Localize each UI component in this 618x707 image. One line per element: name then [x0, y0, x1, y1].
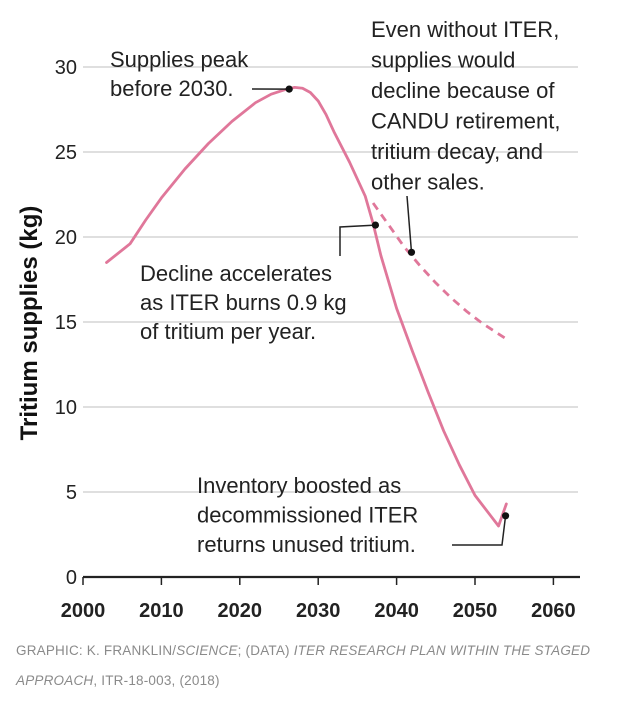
annotation-line: decline because of	[371, 78, 555, 103]
annotation-marker	[371, 221, 380, 229]
annotation-marker	[501, 512, 510, 520]
x-axis-ticks: 2000 2010 2020 2030 2040 2050 2060	[61, 577, 576, 622]
annotation-line: Decline accelerates	[140, 261, 332, 286]
x-tick-label: 2060	[531, 600, 576, 622]
y-tick-label: 0	[66, 567, 77, 589]
series-without-iter-line	[371, 202, 508, 341]
annotation-text: Decline accelerates as ITER burns 0.9 kg o…	[140, 261, 347, 344]
leader-line	[452, 515, 507, 546]
annotation-without: Even without ITER, supplies would decline …	[371, 17, 560, 256]
credit-mid: ; (DATA)	[237, 643, 294, 658]
credit-suffix: , ITR-18-003, (2018)	[93, 673, 220, 688]
x-tick-label: 2050	[453, 600, 498, 622]
annotation-decline: Decline accelerates as ITER burns 0.9 kg o…	[140, 221, 380, 344]
credit-publication: SCIENCE	[176, 643, 238, 658]
leader-line	[406, 195, 413, 253]
credit-prefix: GRAPHIC: K. FRANKLIN/	[16, 643, 177, 658]
annotation-line: of tritium per year.	[140, 319, 316, 344]
annotation-line: other sales.	[371, 170, 485, 195]
annotation-line: returns unused tritium.	[197, 532, 416, 557]
series-with-iter-line	[105, 86, 508, 528]
annotation-line: Inventory boosted as	[197, 473, 401, 498]
annotation-text: Inventory boosted as decommissioned ITER r…	[197, 473, 418, 557]
x-tick-label: 2030	[296, 600, 341, 622]
x-tick-label: 2040	[374, 600, 419, 622]
y-axis-ticks: 0 5 10 15 20 25 30	[55, 57, 77, 589]
y-tick-label: 20	[55, 227, 77, 249]
annotation-line: decommissioned ITER	[197, 503, 418, 528]
annotations: Supplies peak before 2030. Even without IT…	[110, 17, 560, 557]
y-tick-label: 30	[55, 57, 77, 79]
leader-line	[339, 224, 376, 256]
annotation-line: tritium decay, and	[371, 139, 543, 164]
source-credit: GRAPHIC: K. FRANKLIN/SCIENCE; (DATA) ITE…	[16, 636, 606, 696]
annotation-text: Even without ITER, supplies would decline …	[371, 17, 560, 195]
credit-report: ITER RESEARCH PLAN WITHIN THE STAGED APP…	[16, 643, 591, 688]
annotation-peak: Supplies peak before 2030.	[110, 47, 293, 101]
annotation-marker	[407, 248, 416, 256]
data-series	[105, 86, 508, 528]
x-tick-label: 2000	[61, 600, 106, 622]
annotation-line: Supplies peak	[110, 47, 249, 72]
y-tick-label: 5	[66, 482, 77, 504]
y-tick-label: 25	[55, 142, 77, 164]
y-axis-label: Tritium supplies (kg)	[16, 206, 43, 441]
annotation-text: Supplies peak before 2030.	[110, 47, 249, 101]
x-tick-label: 2010	[139, 600, 184, 622]
annotation-inventory: Inventory boosted as decommissioned ITER r…	[197, 473, 510, 557]
y-tick-label: 15	[55, 312, 77, 334]
tritium-chart: 0 5 10 15 20 25 30 2000 2010 2020 2030 2040 2050 206…	[16, 17, 580, 622]
annotation-line: supplies would	[371, 48, 515, 73]
y-tick-label: 10	[55, 397, 77, 419]
gridlines	[83, 66, 578, 493]
annotation-marker	[285, 85, 293, 93]
annotation-line: CANDU retirement,	[371, 109, 560, 134]
x-tick-label: 2020	[218, 600, 263, 622]
annotation-line: before 2030.	[110, 76, 234, 101]
annotation-line: Even without ITER,	[371, 17, 559, 42]
annotation-line: as ITER burns 0.9 kg	[140, 290, 347, 315]
